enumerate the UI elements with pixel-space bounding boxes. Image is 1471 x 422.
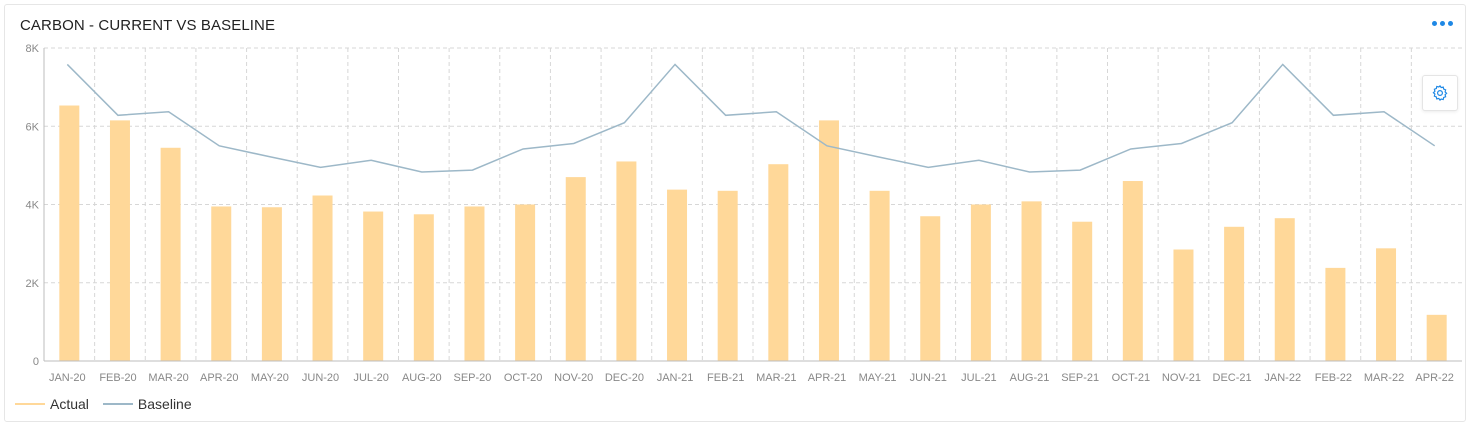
y-tick-label: 4K	[26, 200, 40, 212]
x-tick-label: MAR-22	[1364, 372, 1404, 384]
x-tick-label: APR-22	[1415, 372, 1454, 384]
y-tick-label: 8K	[26, 43, 40, 55]
legend-label-actual: Actual	[50, 396, 89, 412]
bar-actual	[818, 120, 839, 361]
bar-actual	[1072, 221, 1093, 361]
x-tick-label: JAN-20	[49, 372, 86, 384]
bar-actual	[920, 216, 941, 361]
bar-actual	[211, 206, 232, 361]
dot	[1440, 21, 1445, 26]
x-tick-label: JUL-21	[961, 372, 996, 384]
x-tick-label: FEB-21	[707, 372, 744, 384]
x-tick-label: SEP-20	[454, 372, 492, 384]
bar-actual	[261, 207, 282, 361]
bar-actual	[1376, 248, 1397, 361]
x-tick-label: JUL-20	[353, 372, 388, 384]
bar-actual	[565, 177, 586, 361]
bar-actual	[768, 164, 789, 361]
x-tick-label: OCT-20	[504, 372, 543, 384]
bar-actual	[717, 190, 738, 361]
x-tick-label: JAN-22	[1264, 372, 1301, 384]
x-tick-label: FEB-20	[99, 372, 136, 384]
gear-icon[interactable]	[1422, 75, 1458, 111]
series-line-baseline	[66, 63, 1436, 173]
bar-actual	[869, 190, 890, 361]
x-tick-label: DEC-21	[1213, 372, 1252, 384]
x-tick-label: DEC-20	[605, 372, 644, 384]
y-tick-label: 2K	[26, 278, 40, 290]
x-tick-label: JUN-20	[302, 372, 339, 384]
x-tick-label: APR-20	[200, 372, 239, 384]
legend-item-baseline[interactable]: Baseline	[102, 396, 192, 412]
bar-actual	[312, 195, 333, 361]
x-tick-label: NOV-20	[554, 372, 593, 384]
bar-actual	[1274, 218, 1295, 361]
bar-actual	[667, 189, 688, 361]
bar-actual	[160, 147, 181, 361]
chart-title: CARBON - CURRENT VS BASELINE	[20, 17, 276, 34]
bar-actual	[413, 214, 434, 361]
bar-actual	[1173, 249, 1194, 361]
bar-actual	[970, 204, 991, 361]
x-tick-label: MAR-21	[756, 372, 796, 384]
dot	[1448, 21, 1453, 26]
bar-actual	[363, 211, 384, 361]
x-tick-label: FEB-22	[1315, 372, 1352, 384]
x-tick-label: MAR-20	[148, 372, 188, 384]
bar-actual	[109, 120, 130, 361]
bar-actual	[616, 161, 637, 361]
more-dots-icon[interactable]	[1432, 21, 1453, 26]
bar-actual	[1426, 314, 1447, 361]
legend-swatch-baseline	[102, 403, 133, 405]
legend-label-baseline: Baseline	[137, 396, 192, 412]
x-tick-label: MAY-20	[251, 372, 289, 384]
x-tick-label: NOV-21	[1162, 372, 1201, 384]
x-tick-label: SEP-21	[1061, 372, 1099, 384]
y-tick-label: 6K	[26, 121, 40, 133]
bar-actual	[1224, 226, 1245, 361]
bar-actual	[1325, 267, 1346, 361]
dot	[1432, 21, 1437, 26]
x-tick-label: JUN-21	[910, 372, 947, 384]
legend-item-actual[interactable]: Actual	[15, 396, 89, 412]
bar-actual	[1021, 201, 1042, 361]
x-tick-label: AUG-21	[1010, 372, 1050, 384]
bar-actual	[59, 105, 80, 361]
x-tick-label: OCT-21	[1112, 372, 1151, 384]
x-tick-label: AUG-20	[402, 372, 442, 384]
x-tick-label: JAN-21	[657, 372, 694, 384]
bar-actual	[1122, 181, 1143, 361]
legend: Actual Baseline	[15, 396, 206, 412]
legend-swatch-actual	[15, 403, 45, 405]
y-tick-label: 0	[33, 356, 39, 368]
x-tick-label: APR-21	[808, 372, 847, 384]
x-tick-label: MAY-21	[859, 372, 897, 384]
bar-actual	[515, 204, 536, 361]
bar-actual	[464, 206, 485, 361]
